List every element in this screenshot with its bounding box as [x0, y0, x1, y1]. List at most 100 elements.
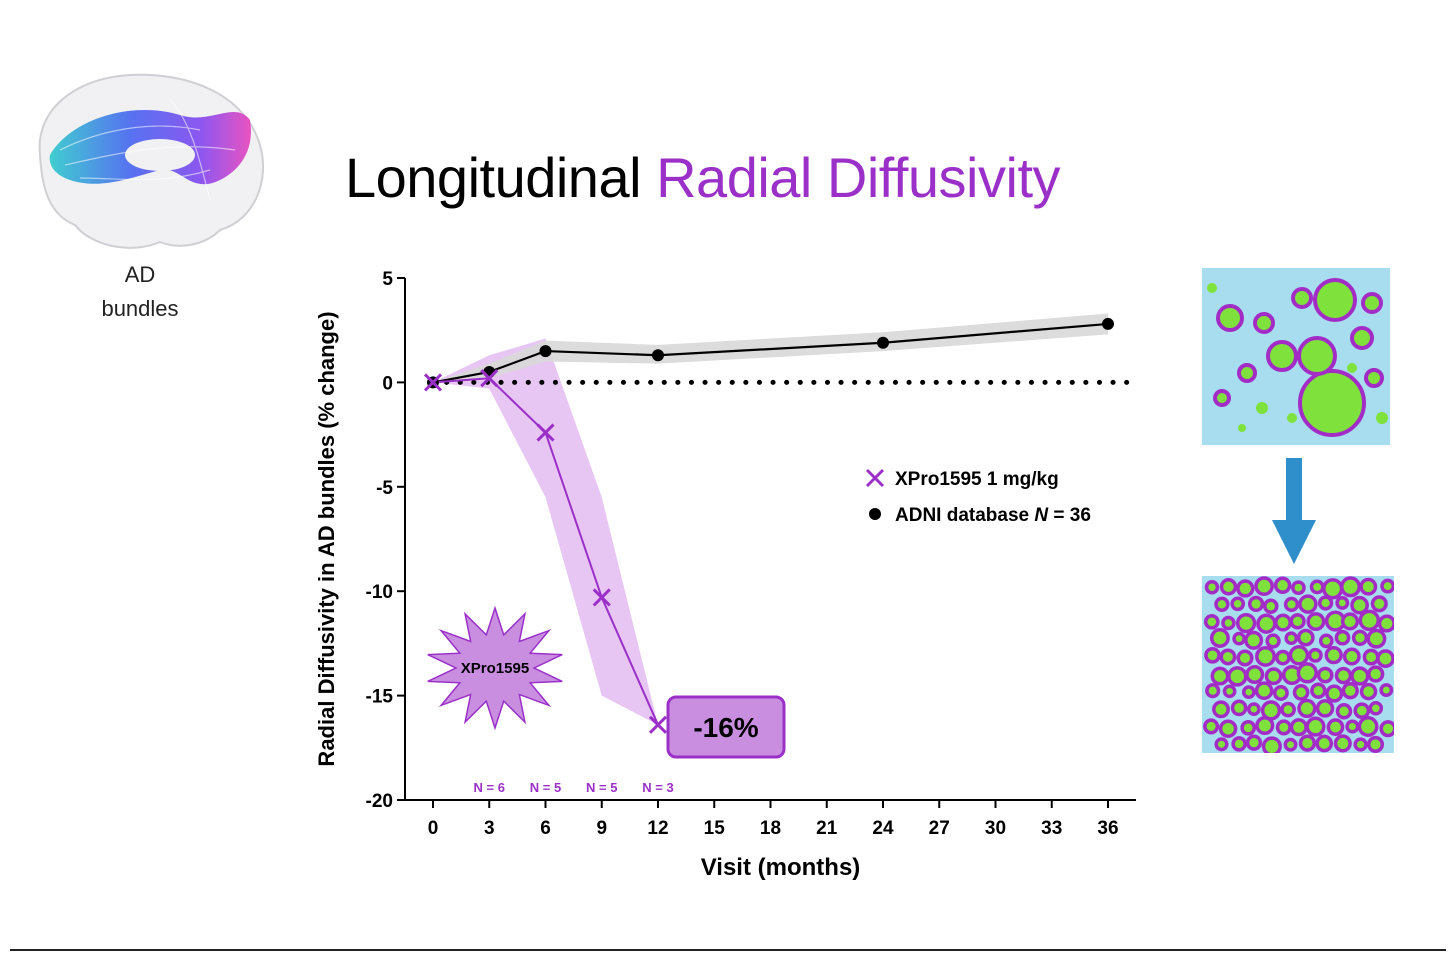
brain-illustration	[38, 73, 265, 249]
legend-adni-suffix: = 36	[1048, 505, 1091, 526]
y-tick-label: -20	[366, 791, 393, 812]
fiber-cross-section	[1298, 594, 1318, 614]
starburst-label: XPro1595	[461, 660, 529, 677]
fiber-cross-section	[1316, 666, 1334, 684]
fiber-cross-section	[1357, 716, 1379, 737]
fiber-cross-section	[1289, 718, 1308, 737]
y-tick-label: -15	[366, 687, 394, 708]
fiber-cross-section	[1214, 596, 1230, 612]
fiber-cross-section	[1367, 665, 1385, 683]
fiber-cross-section	[1379, 683, 1394, 698]
fiber-cross-section	[1340, 612, 1360, 631]
fiber-cross-section	[1342, 647, 1361, 666]
series-markers	[423, 317, 1114, 734]
arrow-shaft	[1286, 458, 1302, 522]
fiber-cross-section	[1334, 629, 1351, 646]
radial-diffusivity-chart: 50-5-10-15-200 3 6 9 12 15 18 21 24 27 30 33 36N = 6…	[314, 269, 1141, 881]
xpro-marker-stroke	[592, 588, 611, 607]
fiber-cross-section	[1353, 737, 1368, 752]
fiber-cross-section	[1212, 700, 1230, 719]
adni-marker	[652, 349, 664, 362]
page-title: Longitudinal Radial Diffusivity	[345, 140, 1060, 216]
x-tick-label: 3	[484, 818, 495, 839]
fiber-cross-section	[1334, 666, 1353, 685]
x-axis-label: Visit (months)	[701, 854, 861, 881]
title-part-1: Longitudinal	[345, 146, 642, 209]
fiber-cross-section	[1219, 578, 1238, 596]
fiber-cross-section	[1309, 579, 1325, 595]
fiber-cross-section	[1350, 595, 1369, 615]
x-tick-label: 36	[1097, 818, 1118, 839]
transition-arrow	[1272, 458, 1316, 564]
brain-label-line-2: bundles	[101, 296, 179, 321]
brain-label-line-1: AD	[124, 262, 156, 287]
fiber-cross-section	[1272, 685, 1289, 701]
fiber-cross-section	[1288, 645, 1310, 666]
xpro-marker-stroke	[536, 423, 555, 442]
fiber-cross-section	[1359, 577, 1378, 596]
fiber-cross-section	[1283, 737, 1298, 752]
fiber-cross-section	[1366, 735, 1385, 753]
micrograph-after-fibers	[1203, 576, 1394, 753]
y-tick-label: -10	[366, 582, 393, 603]
fiber-cross-section	[1230, 699, 1248, 717]
fiber-cross-section	[1214, 737, 1229, 752]
xpro-marker	[592, 588, 611, 607]
fiber-cross-section	[1274, 613, 1292, 632]
xpro-marker	[480, 369, 499, 388]
fiber-cross-section	[1265, 633, 1281, 649]
x-tick-label: 9	[596, 818, 607, 839]
fiber-cross-section	[1219, 648, 1237, 666]
fiber-cross-section	[1240, 719, 1257, 736]
fiber-cross-section	[1221, 615, 1236, 631]
x-tick-label: 24	[872, 818, 894, 839]
x-tick-label: 21	[816, 818, 838, 839]
micrograph-before	[1202, 268, 1390, 445]
arrow-head	[1272, 520, 1316, 564]
x-tick-label: 15	[704, 818, 726, 839]
fiber-cross-section	[1289, 613, 1306, 630]
result-callout: -16%	[666, 695, 786, 759]
sample-size-label: N = 5	[530, 780, 561, 795]
fiber-cross-section	[1283, 596, 1300, 613]
sample-size-label: N = 5	[586, 780, 617, 795]
fiber-loop-hole	[125, 139, 195, 171]
fiber-cross-section	[1333, 734, 1352, 753]
fiber-cross-section	[1317, 595, 1334, 611]
x-tick-label: 6	[540, 818, 551, 839]
fiber-cross-section	[1339, 576, 1362, 598]
title-part-2: Radial Diffusivity	[656, 146, 1060, 209]
chart-axes: 50-5-10-15-200 3 6 9 12 15 18 21 24 27 30 33 36N = 6…	[366, 269, 1136, 839]
bottom-divider	[10, 949, 1446, 951]
fiber-cross-section	[1209, 628, 1230, 648]
adni-marker	[539, 345, 552, 358]
fiber-cross-section	[1345, 719, 1360, 734]
fiber-strands	[59, 99, 236, 201]
fiber-cross-section	[1296, 662, 1318, 684]
fiber-cross-section	[1230, 596, 1246, 612]
fiber-cross-section	[1254, 576, 1274, 596]
x-tick-label: 27	[929, 818, 950, 839]
x-tick-label: 0	[428, 818, 439, 839]
fiber-cross-section	[1370, 595, 1388, 613]
xpro-band	[433, 338, 658, 725]
legend-label-adni: ADNI database N = 36	[895, 505, 1091, 526]
fiber-cross-section	[1326, 718, 1345, 736]
fiber-cross-section	[1335, 703, 1353, 720]
fiber-cross-section	[1379, 720, 1394, 738]
fiber-cross-section	[1244, 630, 1264, 650]
x-tick-label: 12	[647, 818, 668, 839]
xpro-marker-stroke	[423, 373, 443, 392]
fiber-cross-section	[1254, 681, 1274, 701]
y-axis-label: Radial Diffusivity in AD bundles (% chan…	[314, 311, 339, 766]
fiber-cross-section	[1305, 716, 1326, 737]
legend-x-stroke	[865, 468, 885, 488]
fiber-cross-section	[1236, 579, 1255, 598]
fiber-cross-section	[1325, 684, 1344, 703]
legend-adni-italic: N	[1034, 505, 1049, 526]
xpro-marker	[423, 373, 443, 392]
fiber-cross-section	[1297, 698, 1317, 719]
fiber-cross-section	[1255, 715, 1275, 736]
fiber-cross-section	[1368, 701, 1384, 716]
y-tick-label: 0	[382, 373, 393, 394]
